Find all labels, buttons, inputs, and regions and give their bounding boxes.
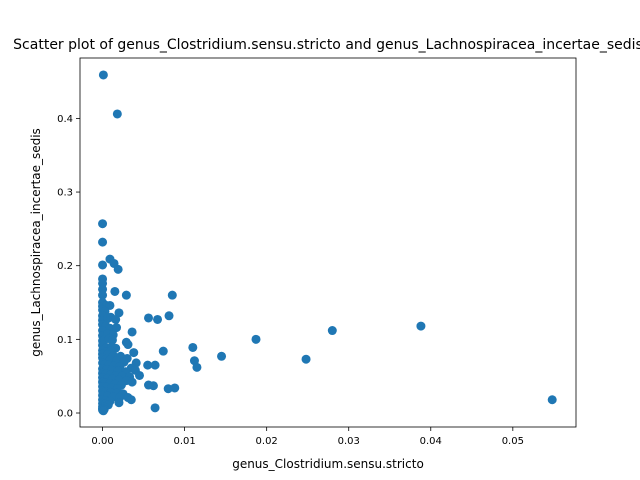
x-tick-label: 0.01: [173, 436, 195, 447]
x-tick-label: 0.00: [91, 436, 113, 447]
y-tick-label: 0.2: [57, 261, 73, 272]
y-tick-label: 0.3: [57, 188, 73, 199]
data-point-7: [113, 264, 123, 274]
data-point-12: [110, 286, 120, 296]
data-point-29: [164, 311, 174, 321]
data-point-14: [167, 290, 177, 300]
y-axis-ticks: 0.0 0.1 0.2 0.3 0.4: [57, 114, 80, 420]
x-tick-label: 0.05: [502, 436, 524, 447]
x-axis-ticks: 0.00 0.01 0.02 0.03 0.04 0.05: [91, 427, 524, 447]
data-point-44: [123, 340, 133, 350]
data-point-57: [158, 346, 168, 356]
data-point-2: [98, 219, 108, 229]
data-point-80: [192, 362, 202, 372]
data-point-47: [416, 321, 426, 331]
data-point-45: [251, 334, 261, 344]
data-point-56: [129, 348, 139, 358]
data-point-79: [150, 360, 160, 370]
data-point-52: [188, 342, 198, 352]
data-point-28: [153, 314, 163, 324]
data-point-71: [301, 354, 311, 364]
x-axis-label: genus_Clostridium.sensu.stricto: [232, 457, 424, 471]
data-point-13: [121, 290, 131, 300]
data-point-27: [144, 313, 154, 323]
y-axis-label: genus_Lachnospiracea_incertae_sedis: [29, 128, 43, 357]
data-point-128: [114, 398, 124, 408]
data-point-134: [150, 403, 160, 413]
y-tick-label: 0.1: [57, 335, 73, 346]
data-point-3: [98, 237, 108, 247]
x-tick-label: 0.03: [338, 436, 360, 447]
data-point-99: [127, 377, 137, 387]
data-point-33: [112, 323, 122, 333]
data-point-138: [98, 406, 108, 416]
data-point-78: [143, 360, 153, 370]
data-point-1: [112, 109, 122, 119]
data-points: [98, 70, 557, 416]
data-point-93: [134, 370, 144, 380]
plot-area: [80, 58, 576, 427]
plot-frame: [79, 57, 577, 428]
data-point-26: [111, 314, 121, 324]
data-point-112: [170, 383, 180, 393]
chart-title: Scatter plot of genus_Clostridium.sensu.…: [13, 37, 640, 53]
y-tick-label: 0.0: [57, 409, 73, 420]
data-point-123: [126, 395, 136, 405]
x-tick-label: 0.02: [256, 436, 278, 447]
data-point-5: [98, 260, 108, 270]
data-point-106: [148, 381, 158, 391]
data-point-46: [327, 326, 337, 336]
y-tick-label: 0.4: [57, 114, 73, 125]
data-point-18: [105, 300, 115, 310]
data-point-0: [98, 70, 108, 80]
data-point-124: [547, 395, 557, 405]
x-tick-label: 0.04: [420, 436, 442, 447]
data-point-34: [127, 327, 137, 337]
data-point-63: [217, 351, 227, 361]
data-point-11: [98, 290, 108, 300]
data-point-111: [163, 384, 173, 394]
data-point-42: [107, 335, 117, 345]
